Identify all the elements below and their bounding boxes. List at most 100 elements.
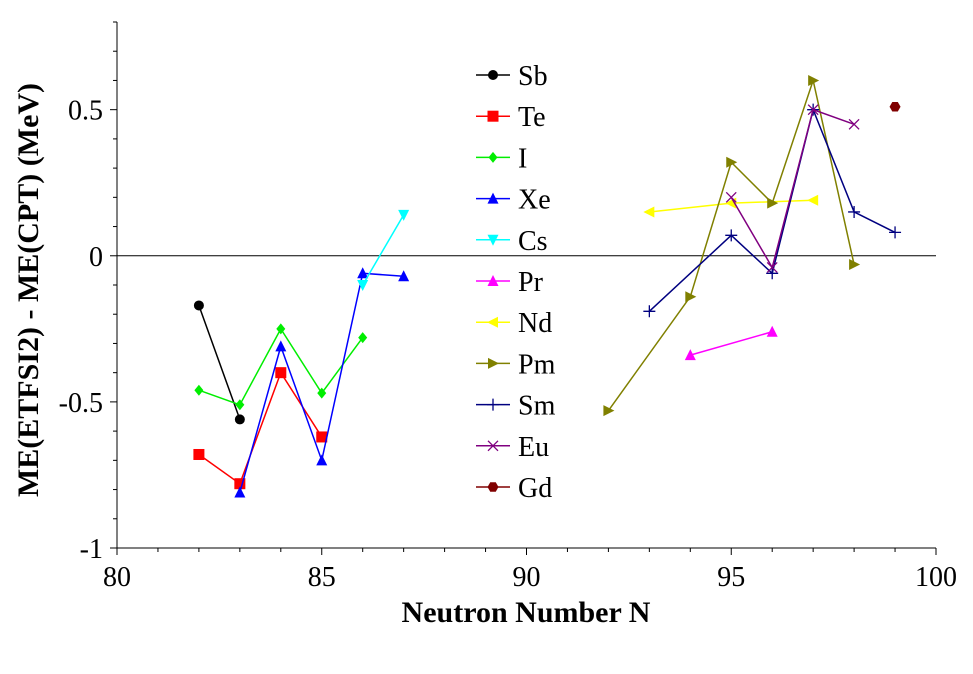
legend-marker-eu	[487, 440, 499, 452]
legend-marker-cs	[487, 234, 499, 246]
legend-item-nd: Nd	[476, 308, 552, 339]
data-point-sm	[643, 305, 656, 318]
series-sb-line	[198, 305, 241, 420]
y-tick-label: 0	[89, 242, 103, 273]
data-point-te	[193, 448, 205, 460]
legend-item-xe: Xe	[476, 185, 551, 216]
series-pr-line	[690, 331, 773, 356]
legend-marker-i	[488, 151, 498, 163]
series-nd	[643, 194, 819, 218]
legend-marker-pr	[487, 275, 499, 286]
legend-label-i: I	[518, 143, 527, 174]
y-tick-label: 0.5	[68, 96, 103, 127]
series-i-line	[198, 327, 364, 406]
legend-label-cs: Cs	[518, 226, 548, 257]
data-point-i	[276, 323, 286, 335]
data-point-cs	[398, 209, 410, 221]
series-cs-line	[362, 214, 405, 286]
legend-marker-te	[487, 110, 499, 122]
x-tick-label: 95	[717, 562, 745, 593]
legend-label-sm: Sm	[518, 391, 556, 422]
data-point-cs	[357, 280, 369, 291]
x-axis-title: Neutron Number N	[402, 596, 651, 629]
data-point-i	[358, 332, 368, 344]
data-point-eu	[766, 262, 778, 273]
series-cs	[357, 209, 410, 291]
legend-item-eu: Eu	[476, 432, 549, 463]
data-point-pr	[766, 325, 778, 337]
legend-item-sb: Sb	[476, 61, 548, 92]
data-point-nd	[643, 206, 655, 218]
axis-ticks: 80 85 90 95 100 -1 -0.5 0 0.5	[59, 21, 957, 593]
data-point-nd	[807, 194, 819, 206]
legend-item-cs: Cs	[476, 226, 548, 257]
data-point-sm	[725, 229, 738, 242]
series-pm	[603, 74, 861, 417]
data-point-te	[275, 367, 287, 379]
data-point-pm	[767, 197, 779, 209]
series-sm-line	[648, 107, 896, 312]
data-point-pm	[808, 74, 820, 86]
legend-label-eu: Eu	[518, 432, 549, 463]
data-point-xe	[357, 267, 369, 279]
y-tick-label: -0.5	[59, 388, 103, 419]
legend-label-te: Te	[518, 102, 546, 133]
data-point-pm	[726, 156, 738, 168]
series-te	[193, 367, 328, 490]
legend-marker-sm	[487, 398, 499, 411]
legend-item-te: Te	[476, 102, 546, 133]
legend-label-pr: Pr	[518, 267, 544, 298]
data-point-xe	[234, 486, 246, 498]
legend-item-sm: Sm	[476, 391, 556, 422]
legend-item-pr: Pr	[476, 267, 544, 298]
data-point-sm	[848, 205, 861, 218]
legend-label-nd: Nd	[518, 308, 552, 339]
series-sb	[193, 300, 245, 425]
series-pm-line	[607, 77, 855, 412]
legend-marker-sb	[488, 70, 498, 80]
legend-marker-pm	[488, 357, 499, 369]
data-point-sb	[234, 414, 245, 425]
data-point-eu	[725, 191, 737, 203]
x-tick-label: 85	[308, 562, 336, 593]
data-point-pm	[603, 405, 615, 417]
data-point-xe	[316, 454, 328, 466]
series-group	[193, 74, 902, 498]
series-i	[194, 323, 368, 411]
x-tick-label: 90	[513, 562, 541, 593]
data-point-te	[316, 431, 328, 443]
legend-item-i: I	[476, 143, 527, 174]
data-point-i	[317, 387, 327, 399]
data-point-eu	[807, 104, 819, 116]
data-point-xe	[398, 270, 410, 282]
data-point-te	[234, 478, 246, 490]
series-xe	[234, 267, 410, 498]
data-point-sb	[193, 300, 204, 311]
legend-marker-gd	[487, 482, 499, 492]
data-point-sm	[766, 267, 779, 280]
legend-label-pm: Pm	[518, 349, 556, 380]
series-gd	[889, 101, 901, 112]
data-point-xe	[275, 340, 287, 352]
series-pr	[684, 325, 778, 361]
data-point-i	[194, 384, 204, 396]
legend-label-sb: Sb	[518, 61, 548, 92]
y-tick-label: -1	[80, 534, 103, 565]
legend: Sb Te I Xe Cs Pr Nd Pm Sm Eu Gd	[476, 61, 556, 504]
data-point-eu	[848, 118, 860, 130]
legend-marker-nd	[487, 316, 498, 328]
data-point-pm	[685, 291, 697, 303]
data-point-i	[235, 399, 245, 411]
series-sm	[643, 103, 902, 318]
data-point-pr	[684, 349, 696, 361]
legend-marker-xe	[487, 192, 499, 204]
data-point-pm	[849, 259, 861, 271]
legend-item-gd: Gd	[476, 473, 552, 504]
legend-label-xe: Xe	[518, 185, 551, 216]
data-point-gd	[889, 101, 901, 112]
legend-item-pm: Pm	[476, 349, 556, 380]
x-tick-label: 80	[103, 562, 131, 593]
x-tick-label: 100	[915, 562, 957, 593]
series-eu	[725, 104, 860, 273]
